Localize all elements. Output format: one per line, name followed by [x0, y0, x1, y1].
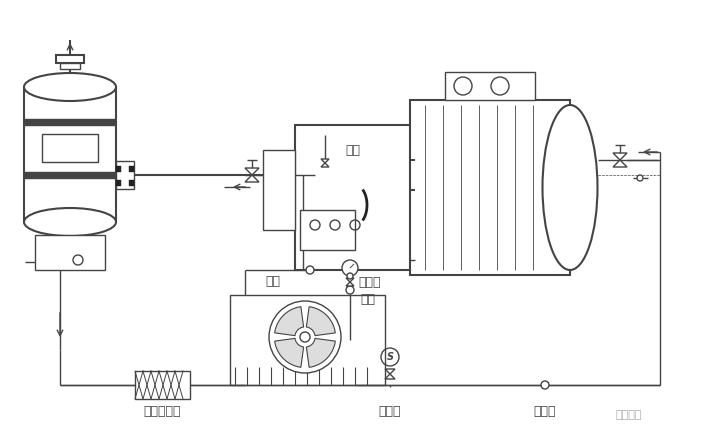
- Circle shape: [454, 77, 472, 95]
- Text: 球阀: 球阀: [360, 293, 375, 306]
- Bar: [60, 63, 80, 69]
- Ellipse shape: [24, 208, 116, 236]
- Bar: [56, 55, 84, 63]
- Circle shape: [300, 332, 310, 342]
- Circle shape: [346, 286, 354, 294]
- Text: 手阀: 手阀: [345, 143, 360, 156]
- Text: S: S: [386, 352, 393, 362]
- Bar: [116, 161, 134, 189]
- Polygon shape: [346, 282, 354, 286]
- Circle shape: [306, 266, 314, 274]
- Bar: [135, 371, 190, 399]
- Polygon shape: [275, 338, 304, 367]
- Polygon shape: [275, 307, 304, 336]
- Text: 电磁阀: 电磁阀: [379, 405, 401, 418]
- Bar: [263, 150, 295, 230]
- Polygon shape: [321, 163, 329, 167]
- Text: 旁通阀: 旁通阀: [358, 275, 381, 288]
- Circle shape: [541, 381, 549, 389]
- Polygon shape: [613, 153, 627, 160]
- Text: 球阀: 球阀: [265, 275, 280, 288]
- Bar: [230, 295, 385, 385]
- Polygon shape: [307, 338, 336, 367]
- Bar: [445, 72, 535, 100]
- Bar: [116, 166, 121, 172]
- Bar: [42, 134, 98, 162]
- Polygon shape: [307, 307, 336, 336]
- Bar: [24, 119, 116, 126]
- Polygon shape: [385, 374, 395, 379]
- Polygon shape: [321, 159, 329, 163]
- Polygon shape: [245, 175, 259, 182]
- Text: 干燥过滤器: 干燥过滤器: [144, 405, 181, 418]
- Circle shape: [637, 175, 643, 181]
- Text: 制冷百科: 制冷百科: [615, 410, 642, 420]
- Bar: [300, 210, 355, 250]
- Bar: [35, 235, 105, 270]
- Text: 油视镜: 油视镜: [534, 405, 556, 418]
- Polygon shape: [385, 369, 395, 374]
- Polygon shape: [245, 168, 259, 175]
- Circle shape: [347, 273, 353, 279]
- Bar: [24, 172, 116, 179]
- Bar: [129, 180, 134, 186]
- Circle shape: [342, 260, 358, 276]
- Circle shape: [269, 301, 341, 373]
- Bar: [129, 166, 134, 172]
- Bar: [116, 180, 121, 186]
- Circle shape: [491, 77, 509, 95]
- Bar: [410, 100, 570, 275]
- Bar: [295, 125, 415, 270]
- Polygon shape: [613, 160, 627, 167]
- Polygon shape: [346, 278, 354, 282]
- Ellipse shape: [543, 105, 598, 270]
- Ellipse shape: [24, 73, 116, 101]
